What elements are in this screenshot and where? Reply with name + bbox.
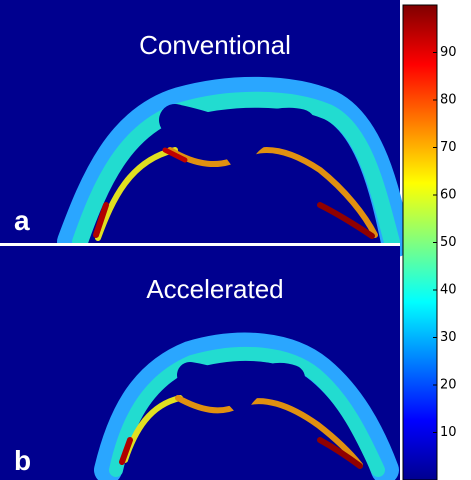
- divider: [0, 243, 400, 246]
- colorbar-tick-label: 20: [440, 378, 457, 393]
- panel-title: Conventional: [139, 30, 291, 60]
- colorbar-tick-label: 30: [440, 330, 457, 345]
- panel-label: a: [14, 205, 30, 236]
- colorbar-tick-label: 40: [440, 283, 457, 298]
- tissue-map: [57, 76, 411, 257]
- colorbar-tick-label: 50: [440, 235, 457, 250]
- colorbar-tick-label: 80: [440, 93, 457, 108]
- tissue-map: [94, 332, 399, 480]
- colorbar-tick-label: 90: [440, 45, 457, 60]
- panel-b: Accelerated b: [0, 246, 400, 480]
- colorbar-tick-label: 60: [440, 188, 457, 203]
- colorbar-tick-label: 10: [440, 425, 457, 440]
- panel-title: Accelerated: [146, 274, 283, 304]
- colorbar: [402, 4, 438, 480]
- colorbar-tick-label: 70: [440, 140, 457, 155]
- panel-a: Conventional a: [0, 0, 411, 257]
- panel-label: b: [14, 445, 31, 476]
